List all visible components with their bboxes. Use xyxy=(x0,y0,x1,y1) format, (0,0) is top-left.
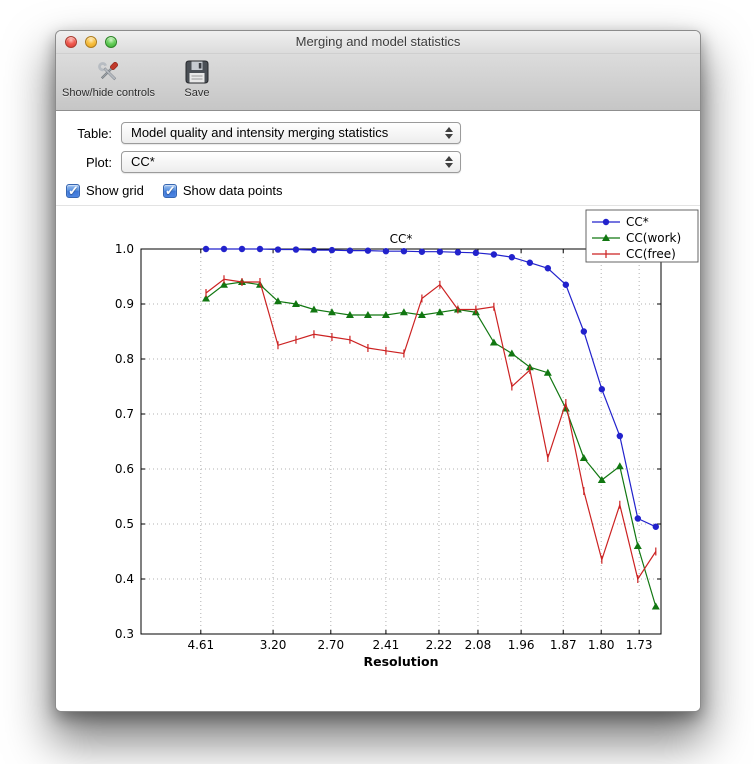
svg-text:1.73: 1.73 xyxy=(626,638,653,652)
popup-arrows-icon xyxy=(445,127,453,139)
table-label: Table: xyxy=(77,125,112,141)
svg-text:CC*: CC* xyxy=(626,215,649,229)
svg-text:1.0: 1.0 xyxy=(115,242,134,256)
chart: 4.61 3.20 2.70 2.41 2.22 2.08 1.96 1.87 1.80 1.73… xyxy=(115,209,699,669)
show-data-points-checkbox[interactable] xyxy=(162,183,177,199)
svg-text:1.80: 1.80 xyxy=(588,638,615,652)
close-button[interactable] xyxy=(65,36,77,48)
svg-text:CC(work): CC(work) xyxy=(626,231,681,245)
svg-text:Resolution: Resolution xyxy=(363,654,438,669)
svg-text:4.61: 4.61 xyxy=(187,638,214,652)
svg-text:1.87: 1.87 xyxy=(550,638,577,652)
toolbar-item-label: Show/hide controls xyxy=(62,87,155,99)
svg-text:0.5: 0.5 xyxy=(115,517,134,531)
window-title: Merging and model statistics xyxy=(295,34,461,49)
minimize-button[interactable] xyxy=(85,36,97,48)
plot-select-value: CC* xyxy=(131,154,155,169)
titlebar[interactable]: Merging and model statistics xyxy=(56,31,700,54)
svg-text:2.22: 2.22 xyxy=(426,638,453,652)
plot-select[interactable]: CC* xyxy=(121,151,461,173)
svg-text:2.08: 2.08 xyxy=(465,638,492,652)
svg-text:CC*: CC* xyxy=(390,232,413,246)
svg-text:0.3: 0.3 xyxy=(115,627,134,641)
toolbar-item-label: Save xyxy=(184,87,210,99)
svg-text:0.7: 0.7 xyxy=(115,407,134,421)
svg-text:2.70: 2.70 xyxy=(317,638,344,652)
plot-panel: 4.61 3.20 2.70 2.41 2.22 2.08 1.96 1.87 1.80 1.73… xyxy=(56,206,700,711)
svg-text:2.41: 2.41 xyxy=(373,638,400,652)
controls-panel: Table: Model quality and intensity mergi… xyxy=(56,111,700,206)
show-grid-checkbox[interactable] xyxy=(66,183,80,199)
zoom-button[interactable] xyxy=(105,36,117,48)
table-select-value: Model quality and intensity merging stat… xyxy=(131,125,389,140)
svg-text:0.4: 0.4 xyxy=(115,572,134,586)
show-hide-controls-button[interactable]: Show/hide controls xyxy=(60,54,157,101)
table-select[interactable]: Model quality and intensity merging stat… xyxy=(121,122,461,144)
show-data-points-label[interactable]: Show data points xyxy=(182,183,283,198)
svg-text:3.20: 3.20 xyxy=(260,638,287,652)
tools-icon xyxy=(98,61,119,81)
save-icon xyxy=(185,60,209,84)
svg-text:0.9: 0.9 xyxy=(115,297,134,311)
svg-text:0.8: 0.8 xyxy=(115,352,134,366)
svg-text:0.6: 0.6 xyxy=(115,462,134,476)
popup-arrows-icon xyxy=(445,156,453,168)
plot-label: Plot: xyxy=(85,154,112,170)
svg-text:1.96: 1.96 xyxy=(508,638,535,652)
toolbar: Show/hide controls Save xyxy=(56,54,700,111)
show-grid-label[interactable]: Show grid xyxy=(86,183,144,198)
app-window: Merging and model statistics Show/hide c… xyxy=(55,30,701,712)
traffic-lights xyxy=(65,36,117,48)
save-button[interactable]: Save xyxy=(181,54,213,101)
svg-text:CC(free): CC(free) xyxy=(626,247,676,261)
